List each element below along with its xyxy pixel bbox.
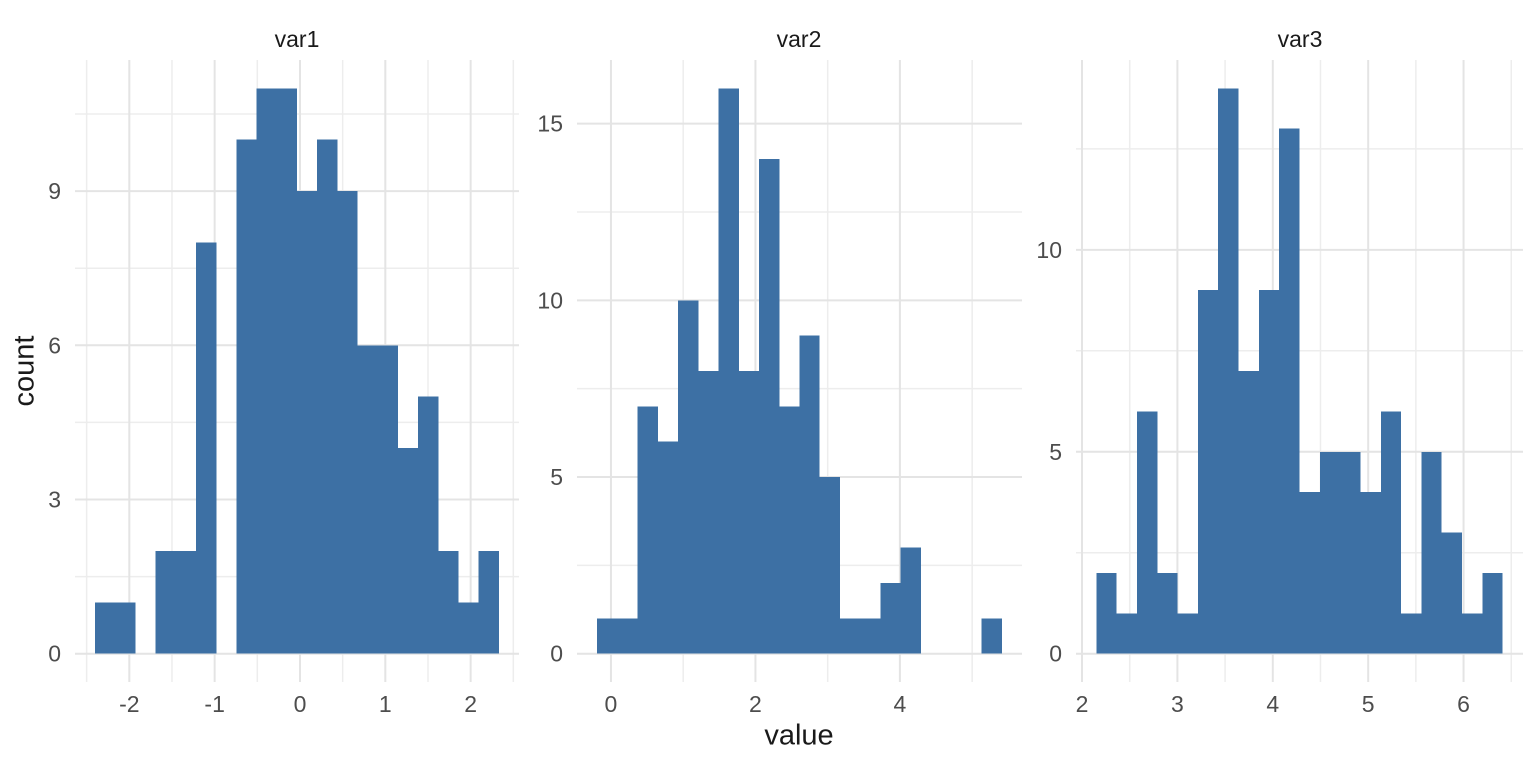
histogram-bar xyxy=(317,139,338,654)
histogram-bar xyxy=(1157,572,1178,654)
y-tick-label: 3 xyxy=(48,487,61,513)
histogram-bar xyxy=(860,618,881,654)
y-tick-label: 0 xyxy=(48,641,61,667)
histogram-bar xyxy=(1482,572,1503,654)
x-axis-title: value xyxy=(764,719,834,752)
histogram-bar xyxy=(759,158,780,654)
x-tick-label: 6 xyxy=(1457,691,1470,717)
x-tick-label: 2 xyxy=(464,691,477,717)
histogram-bar xyxy=(478,550,499,654)
histogram-bar xyxy=(297,191,318,654)
x-tick-label: 3 xyxy=(1171,691,1184,717)
histogram-bar xyxy=(377,345,398,654)
y-tick-label: 6 xyxy=(48,332,61,358)
histogram-bar xyxy=(438,550,459,654)
y-tick-label: 15 xyxy=(537,111,563,137)
panel-var1: 0 3 6 9 -2 -1 0 1 2 xyxy=(48,60,519,717)
x-tick-label: 4 xyxy=(1266,691,1279,717)
x-tick-label: 1 xyxy=(379,691,392,717)
histogram-bar xyxy=(458,602,479,654)
facet-title-var2: var2 xyxy=(776,26,822,52)
histogram-bar xyxy=(256,88,277,654)
histogram-bar xyxy=(337,191,358,654)
x-tick-label: 0 xyxy=(294,691,307,717)
histogram-bar xyxy=(981,618,1002,654)
histogram-bar xyxy=(900,547,921,654)
histogram-bar xyxy=(357,345,378,654)
histogram-bar xyxy=(1136,411,1158,654)
histogram-bar xyxy=(779,406,800,654)
histogram-bar xyxy=(115,602,136,654)
histogram-bar xyxy=(799,335,820,654)
histogram-bar xyxy=(657,441,679,654)
y-axis-title: count xyxy=(8,335,41,407)
panel-var3: 0 5 10 2 3 4 5 6 xyxy=(1036,60,1523,717)
histogram-bar xyxy=(1197,290,1219,654)
histogram-bar xyxy=(418,396,439,654)
facet-title-var1: var1 xyxy=(274,26,320,52)
histogram-bar xyxy=(276,88,297,654)
histogram-bar xyxy=(1177,613,1198,654)
histogram-bar xyxy=(1279,128,1300,654)
histogram-bar xyxy=(637,406,658,654)
y-tick-label: 9 xyxy=(48,178,61,204)
histogram-bar xyxy=(397,448,419,654)
x-tick-label: 2 xyxy=(1076,691,1089,717)
histogram-bar xyxy=(1401,613,1422,654)
histogram-bar xyxy=(839,618,861,654)
histogram-bar xyxy=(617,618,638,654)
histogram-bar xyxy=(1360,492,1381,654)
y-tick-label: 0 xyxy=(1049,641,1062,667)
x-tick-label: 2 xyxy=(749,691,762,717)
x-tick-label: -1 xyxy=(204,691,224,717)
histogram-bar xyxy=(175,550,197,654)
y-tick-label: 5 xyxy=(550,464,563,490)
histogram-bar xyxy=(1380,411,1402,654)
histogram-bar xyxy=(738,371,760,654)
x-tick-label: -2 xyxy=(119,691,139,717)
histogram-bar xyxy=(1299,492,1320,654)
histogram-bar xyxy=(236,139,257,654)
histogram-bar xyxy=(196,242,217,654)
histogram-bar xyxy=(1116,613,1137,654)
y-tick-label: 10 xyxy=(537,287,563,313)
histogram-bar xyxy=(1421,451,1442,654)
histogram-bar xyxy=(698,371,719,654)
histogram-bar xyxy=(1096,572,1117,654)
y-tick-label: 0 xyxy=(550,641,563,667)
histogram-bar xyxy=(1238,371,1259,654)
y-tick-label: 10 xyxy=(1036,237,1062,263)
histogram-bar xyxy=(1462,613,1483,654)
histogram-bar xyxy=(95,602,116,654)
panel-var2: 0 5 10 15 0 2 4 xyxy=(537,60,1022,717)
y-tick-label: 5 xyxy=(1049,439,1062,465)
x-tick-label: 5 xyxy=(1362,691,1375,717)
facet-title-var3: var3 xyxy=(1277,26,1323,52)
histogram-bar xyxy=(155,550,176,654)
histogram-bar xyxy=(880,583,901,654)
histogram-bar xyxy=(597,618,618,654)
histogram-bar xyxy=(1319,451,1341,654)
histogram-bar xyxy=(1441,532,1463,654)
histogram-bar xyxy=(1340,451,1361,654)
histogram-bar xyxy=(1258,290,1280,654)
histogram-bar xyxy=(678,300,699,654)
histogram-bar xyxy=(819,477,840,654)
histogram-bar xyxy=(718,88,739,654)
histogram-bar xyxy=(1218,88,1239,654)
x-tick-label: 4 xyxy=(894,691,907,717)
x-tick-label: 0 xyxy=(605,691,618,717)
